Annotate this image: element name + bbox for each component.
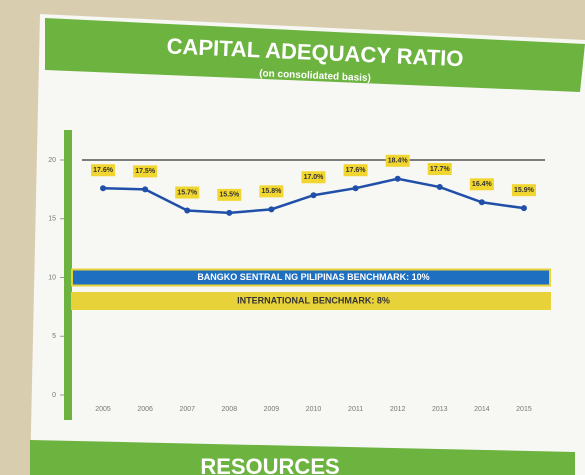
- axis-bar: [64, 130, 72, 420]
- benchmark-band: [71, 292, 551, 310]
- data-label: 15.9%: [514, 187, 535, 194]
- point: [352, 185, 359, 192]
- label-box: [427, 163, 452, 176]
- label-box: [511, 184, 536, 197]
- header-band: [45, 18, 585, 92]
- data-label: 17.5%: [135, 168, 156, 175]
- data-label: 15.8%: [261, 188, 282, 195]
- label-box: [343, 164, 368, 177]
- data-label: 17.0%: [304, 174, 325, 181]
- point: [394, 175, 401, 182]
- benchmark-band: [71, 268, 551, 287]
- data-label: 17.6%: [346, 167, 367, 174]
- point: [100, 185, 107, 192]
- point: [142, 186, 149, 193]
- y-tick-label: 20: [48, 157, 56, 164]
- label-box: [301, 171, 326, 184]
- label-box: [133, 165, 158, 178]
- data-label: 18.4%: [388, 158, 409, 165]
- point: [184, 207, 191, 214]
- data-label: 17.6%: [93, 167, 114, 174]
- label-box: [91, 164, 116, 177]
- data-label: 15.5%: [219, 192, 240, 199]
- label-box: [217, 188, 242, 201]
- card: [30, 14, 585, 475]
- data-label: 16.4%: [472, 181, 493, 188]
- x-tick-label: 2008: [222, 406, 238, 413]
- footer-band: [30, 440, 575, 475]
- point: [268, 206, 275, 213]
- label-box: [259, 185, 284, 198]
- y-tick-label: 5: [52, 333, 56, 340]
- point: [226, 209, 233, 216]
- x-tick-label: 2014: [474, 406, 490, 413]
- chart-subtitle: (on consolidated basis): [259, 68, 371, 84]
- x-tick-label: 2005: [95, 406, 111, 413]
- x-tick-label: 2012: [390, 406, 406, 413]
- data-label: 17.7%: [430, 166, 451, 173]
- benchmark-label: INTERNATIONAL BENCHMARK: 8%: [237, 295, 390, 305]
- benchmark-label: BANGKO SENTRAL NG PILIPINAS BENCHMARK: 1…: [197, 272, 429, 282]
- label-box: [175, 186, 200, 199]
- x-tick-label: 2009: [264, 406, 280, 413]
- label-box: [469, 178, 494, 191]
- point: [478, 199, 485, 206]
- x-tick-label: 2006: [137, 406, 153, 413]
- section-heading: RESOURCES: [200, 454, 339, 475]
- x-tick-label: 2010: [306, 406, 322, 413]
- x-tick-label: 2015: [516, 406, 532, 413]
- y-tick-label: 15: [48, 216, 56, 223]
- y-tick-label: 10: [48, 274, 56, 281]
- point: [436, 184, 443, 191]
- point: [310, 192, 317, 199]
- point: [520, 205, 527, 212]
- data-label: 15.7%: [177, 189, 198, 196]
- x-tick-label: 2011: [348, 406, 363, 413]
- y-tick-label: 0: [52, 392, 56, 399]
- x-tick-label: 2013: [432, 406, 448, 413]
- x-tick-label: 2007: [179, 406, 195, 413]
- label-box: [385, 154, 410, 167]
